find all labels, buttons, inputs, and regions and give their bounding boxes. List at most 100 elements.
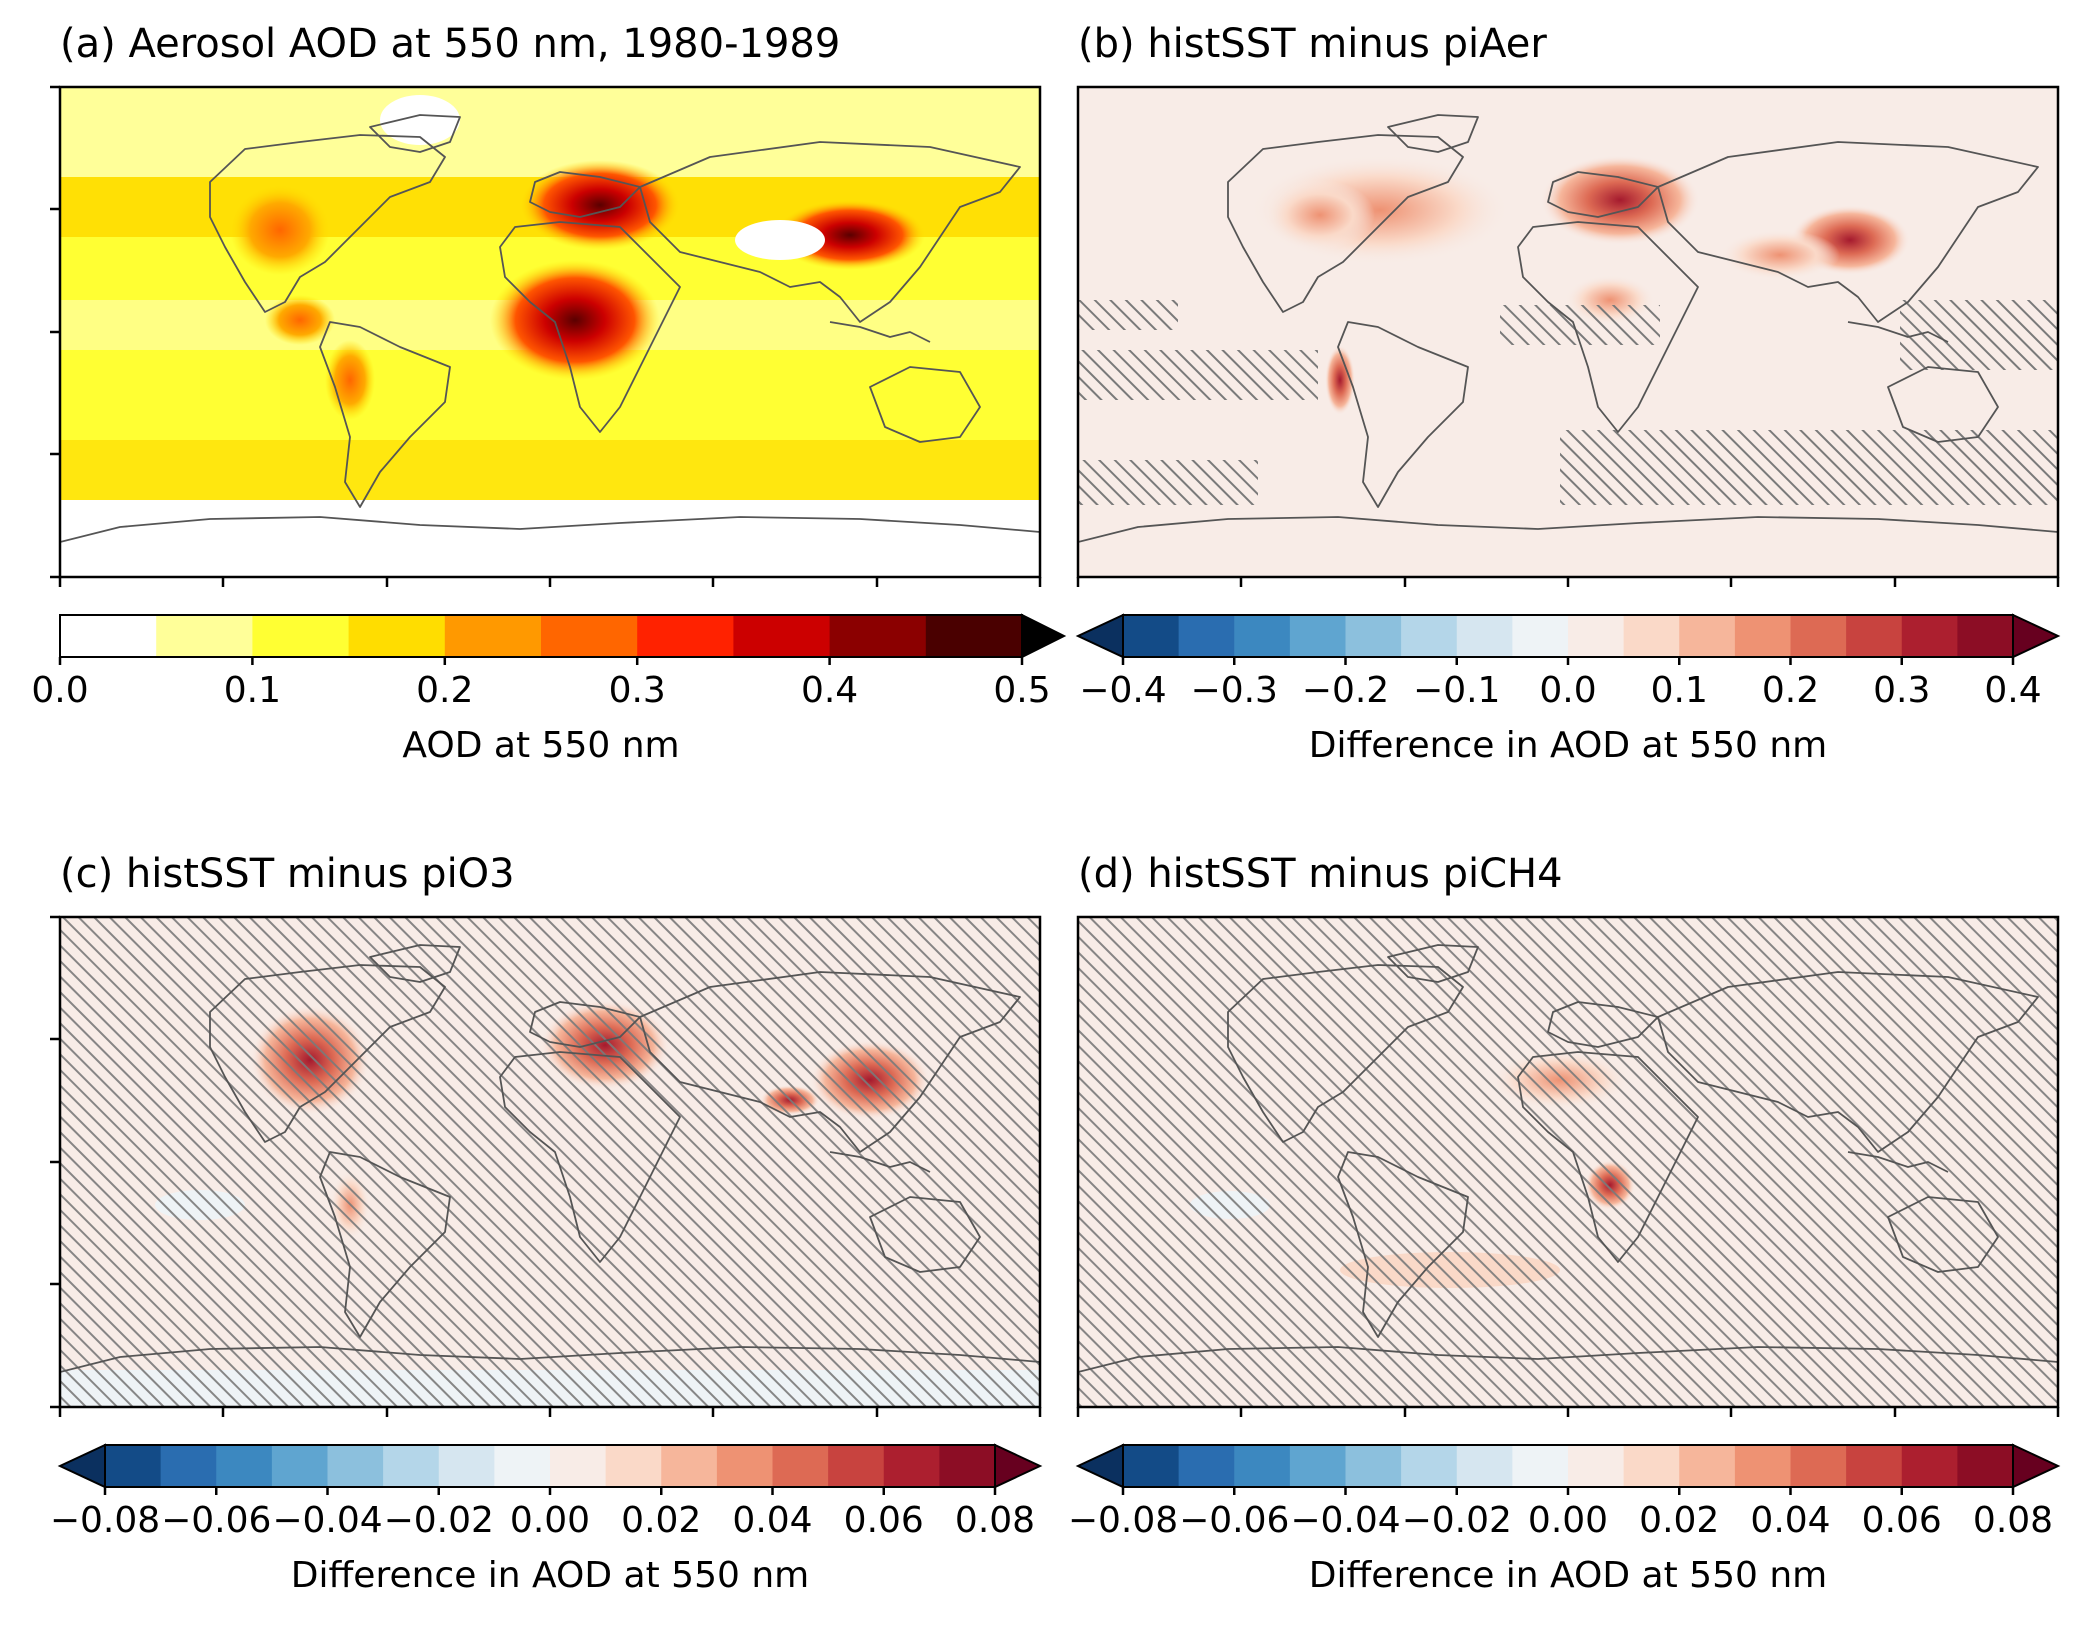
colorbar-swatch (772, 1445, 829, 1487)
colorbar-tick-label: −0.3 (1191, 670, 1278, 711)
colorbar-tick-label: 0.06 (844, 1500, 924, 1541)
colorbar-tick-label: 0.02 (1639, 1500, 1719, 1541)
map-ticks-c (50, 915, 1042, 1417)
colorbar-swatch (1178, 1445, 1235, 1487)
colorbar-tick-label: −0.1 (1413, 670, 1500, 711)
colorbar-tick-label: 0.02 (621, 1500, 701, 1541)
colorbar-swatch (1234, 615, 1291, 657)
colorbar-swatch (1401, 615, 1458, 657)
colorbar-tick-label: 0.2 (416, 670, 473, 711)
colorbar-tick-label: 0.1 (224, 670, 281, 711)
colorbar-tick-label: 0.08 (955, 1500, 1035, 1541)
colorbar-swatch (1623, 1445, 1680, 1487)
colorbar-tick-label: −0.02 (1402, 1500, 1512, 1541)
colorbar-extend-max (1021, 613, 1067, 659)
colorbar-tick-label: 0.06 (1862, 1500, 1942, 1541)
colorbar-swatch (156, 615, 253, 657)
colorbar-swatch (1957, 615, 2014, 657)
colorbar-d: −0.08 −0.06 −0.04 −0.02 0.00 0.02 0.04 0.06 0.08… (1068, 1443, 2061, 1596)
colorbar-tick-label: 0.5 (993, 670, 1050, 711)
panel-title-d: (d) histSST minus piCH4 (1078, 851, 1563, 897)
colorbar-swatch (828, 1445, 885, 1487)
colorbar-tick-label: 0.04 (1750, 1500, 1830, 1541)
panel-title-a: (a) Aerosol AOD at 550 nm, 1980-1989 (60, 21, 840, 67)
colorbar-tick-label: 0.00 (510, 1500, 590, 1541)
colorbar-tick-label: 0.08 (1973, 1500, 2053, 1541)
panel-b: (b) histSST minus piAer (1075, 21, 2061, 766)
colorbar-tick-label: 0.0 (1539, 670, 1596, 711)
colorbar-extend-max (2012, 613, 2061, 659)
colorbar-tick-label: −0.04 (1290, 1500, 1400, 1541)
map-ticks-d (1076, 1407, 2060, 1417)
panel-title-b: (b) histSST minus piAer (1078, 21, 1547, 67)
colorbar-tick-label: 0.04 (732, 1500, 812, 1541)
colorbar-swatch (1957, 1445, 2014, 1487)
colorbar-swatch (494, 1445, 551, 1487)
colorbar-swatch (1623, 615, 1680, 657)
colorbar-tick-label: 0.3 (1873, 670, 1930, 711)
colorbar-swatch (716, 1445, 773, 1487)
map-ticks-a (50, 85, 1042, 587)
colorbar-swatch (883, 1445, 940, 1487)
colorbar-swatch (1234, 1445, 1291, 1487)
colorbar-tick-label: −0.06 (1179, 1500, 1289, 1541)
colorbar-swatch (829, 615, 927, 657)
map-b (1078, 87, 2058, 577)
colorbar-swatch (1345, 615, 1402, 657)
colorbar-swatch (661, 1445, 718, 1487)
colorbar-tick-label: −0.4 (1079, 670, 1166, 711)
colorbar-swatch (1734, 615, 1791, 657)
colorbar-swatch (1123, 1445, 1180, 1487)
map-d (1078, 917, 2058, 1407)
colorbar-label: Difference in AOD at 550 nm (291, 1555, 809, 1596)
colorbar-tick-label: −0.02 (384, 1500, 494, 1541)
colorbar-swatch (1790, 1445, 1847, 1487)
colorbar-extend-max (2012, 1443, 2061, 1489)
colorbar-frame (59, 614, 1023, 658)
colorbar-swatch (637, 615, 734, 657)
colorbar-label: AOD at 550 nm (402, 725, 679, 766)
colorbar-swatch (1901, 615, 1958, 657)
colorbar-extend-min (1075, 613, 1124, 659)
colorbar-swatch (550, 1445, 607, 1487)
colorbar-extend-max (994, 1443, 1043, 1489)
colorbar-swatch (1512, 1445, 1569, 1487)
colorbar-swatch (1178, 615, 1235, 657)
colorbar-tick-label: −0.04 (272, 1500, 382, 1541)
colorbar-swatch (1401, 1445, 1458, 1487)
colorbar-tick-label: −0.2 (1302, 670, 1389, 711)
map-c (60, 917, 1040, 1407)
colorbar-swatch (1456, 1445, 1513, 1487)
colorbar-tick-label: 0.4 (1984, 670, 2041, 711)
colorbar-tick-label: 0.00 (1528, 1500, 1608, 1541)
colorbar-swatch (1734, 1445, 1791, 1487)
colorbar-swatch (383, 1445, 440, 1487)
colorbar-swatch (252, 615, 350, 657)
panel-c: (c) histSST minus piO3 (50, 851, 1043, 1596)
colorbar-swatch (925, 615, 1023, 657)
colorbar-swatch (541, 615, 638, 657)
colorbar-swatch (1289, 1445, 1346, 1487)
colorbar-swatch (444, 615, 542, 657)
map-ticks-b (1076, 577, 2060, 587)
colorbar-swatch (733, 615, 831, 657)
colorbar-tick-label: 0.4 (801, 670, 858, 711)
colorbar-swatch (60, 615, 157, 657)
colorbar-swatch (271, 1445, 328, 1487)
colorbar-c: −0.08 −0.06 −0.04 −0.02 0.00 0.02 0.04 0.06 0.08… (50, 1443, 1043, 1596)
colorbar-swatch (605, 1445, 662, 1487)
colorbar-swatch (939, 1445, 996, 1487)
colorbar-swatch (1289, 615, 1346, 657)
colorbar-swatch (1846, 1445, 1903, 1487)
colorbar-tick-label: −0.08 (50, 1500, 160, 1541)
colorbar-swatch (1345, 1445, 1402, 1487)
colorbar-swatch (1846, 615, 1903, 657)
colorbar-swatch (327, 1445, 384, 1487)
colorbar-swatch (1679, 1445, 1736, 1487)
colorbar-swatch (1568, 1445, 1625, 1487)
panel-a: (a) Aerosol AOD at 550 nm, 1980-1989 (31, 21, 1067, 766)
colorbar-swatch (1679, 615, 1736, 657)
colorbar-tick-label: −0.08 (1068, 1500, 1178, 1541)
panel-d: (d) histSST minus piCH4 −0.08 −0.06 −0.04−… (1068, 851, 2061, 1596)
